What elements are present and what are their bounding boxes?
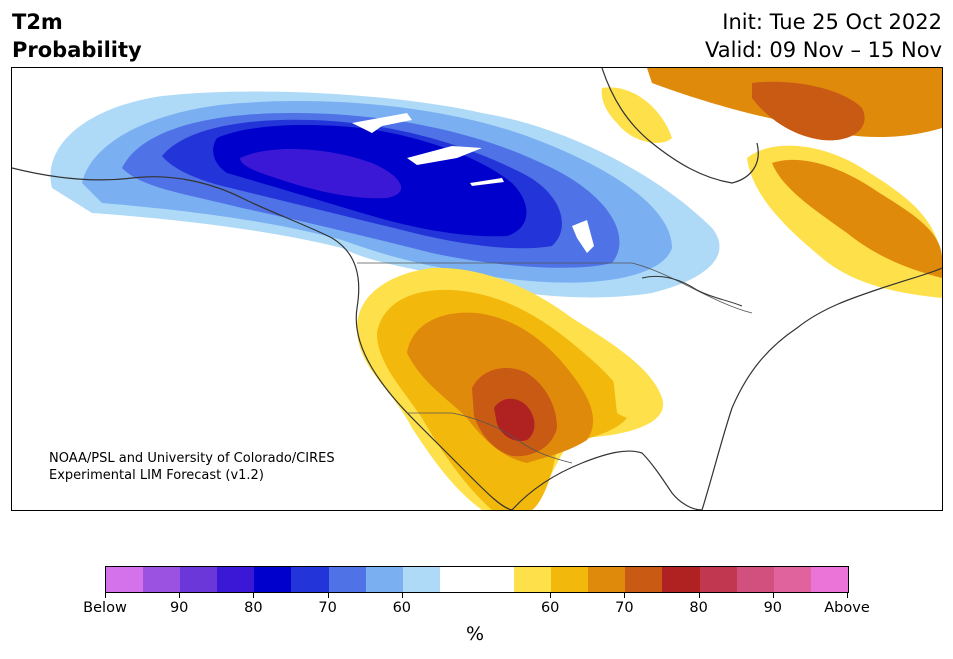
colorbar-segment: [439, 567, 477, 592]
colorbar-segment: [514, 567, 552, 592]
colorbar-tick-label: 60: [540, 600, 560, 616]
colorbar-segment: [365, 567, 403, 592]
lake: [352, 113, 412, 133]
us-canada-border: [357, 262, 753, 314]
colorbar-tick-label: 90: [763, 600, 783, 616]
colorbar-unit: %: [466, 623, 485, 645]
us-mexico-border: [407, 412, 573, 464]
lake: [407, 146, 482, 165]
colorbar-tick-label: 90: [169, 600, 189, 616]
colorbar: [105, 566, 849, 593]
init-date: Init: Tue 25 Oct 2022: [722, 10, 942, 34]
coastline: [12, 167, 513, 510]
colorbar-segment: [328, 567, 366, 592]
colorbar-segment: [291, 567, 329, 592]
above-ne-70: [772, 159, 942, 278]
coastline: [701, 267, 942, 510]
colorbar-segment: [699, 567, 737, 592]
chart-title: T2m Probability: [12, 8, 142, 64]
lake: [470, 178, 504, 186]
colorbar-segment: [736, 567, 774, 592]
colorbar-segment: [106, 567, 144, 592]
colorbar-segment: [625, 567, 663, 592]
colorbar-segment: [402, 567, 440, 592]
colorbar-segment: [254, 567, 292, 592]
credit-line-1: NOAA/PSL and University of Colorado/CIRE…: [49, 451, 335, 466]
credit-text: NOAA/PSL and University of Colorado/CIRE…: [49, 450, 335, 484]
colorbar-tick-mark: [847, 593, 848, 598]
colorbar-tick-mark: [401, 593, 403, 598]
colorbar-tick-label: 70: [615, 600, 634, 616]
colorbar-segment: [588, 567, 626, 592]
colorbar-tick-mark: [105, 593, 106, 598]
colorbar-segment: [476, 567, 515, 592]
map-canvas: [12, 68, 942, 510]
colorbar-tick-mark: [698, 593, 700, 598]
title-line-1: T2m: [12, 10, 63, 34]
colorbar-segment: [662, 567, 700, 592]
colorbar-tick-mark: [179, 593, 181, 598]
hudson-bay: [601, 68, 759, 184]
title-line-2: Probability: [12, 38, 142, 62]
above-arctic-75: [752, 81, 865, 141]
above-florida-60: [612, 368, 657, 421]
colorbar-segment: [551, 567, 589, 592]
great-lakes: [641, 275, 743, 307]
colorbar-segment: [773, 567, 811, 592]
colorbar-tick-label: 70: [318, 600, 337, 616]
colorbar-tick-mark: [772, 593, 774, 598]
credit-line-2: Experimental LIM Forecast (v1.2): [49, 468, 264, 483]
colorbar-tick-label: 80: [244, 600, 263, 616]
colorbar-segment: [217, 567, 255, 592]
above-arctic-60: [601, 87, 672, 143]
date-info: Init: Tue 25 Oct 2022 Valid: 09 Nov – 15…: [705, 8, 942, 64]
colorbar-tick-mark: [327, 593, 329, 598]
colorbar-segment: [180, 567, 218, 592]
valid-range: Valid: 09 Nov – 15 Nov: [705, 38, 942, 62]
colorbar-tick-mark: [624, 593, 626, 598]
above-80-region: [494, 398, 535, 442]
forecast-map: [11, 67, 943, 511]
colorbar-tick-label: 60: [392, 600, 412, 616]
colorbar-segment: [143, 567, 181, 592]
colorbar-tick-label: 80: [689, 600, 708, 616]
coastline: [511, 450, 703, 510]
lake: [572, 220, 594, 253]
below-85-region: [240, 148, 402, 199]
colorbar-tick-mark: [550, 593, 552, 598]
colorbar-tick-label: Below: [83, 600, 127, 616]
colorbar-tick-mark: [253, 593, 255, 598]
colorbar-segment: [810, 567, 848, 592]
colorbar-tick-label: Above: [824, 600, 870, 616]
